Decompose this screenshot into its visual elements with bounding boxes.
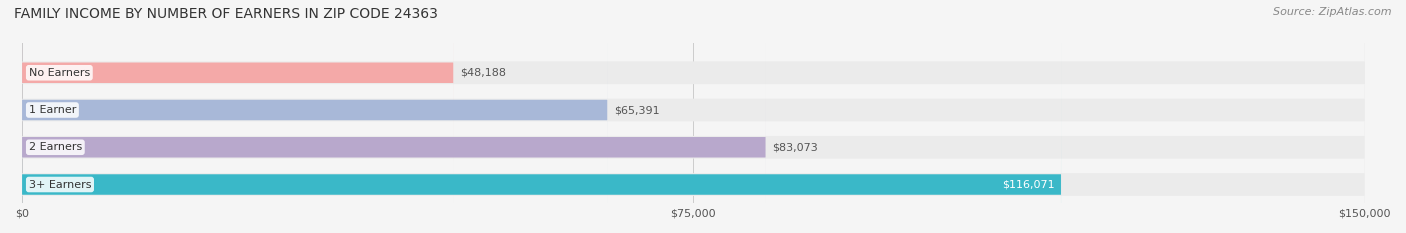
Text: $48,188: $48,188 bbox=[460, 68, 506, 78]
FancyBboxPatch shape bbox=[22, 0, 453, 233]
Text: 3+ Earners: 3+ Earners bbox=[28, 179, 91, 189]
Text: $116,071: $116,071 bbox=[1001, 179, 1054, 189]
FancyBboxPatch shape bbox=[22, 0, 766, 233]
FancyBboxPatch shape bbox=[22, 0, 1365, 233]
FancyBboxPatch shape bbox=[22, 0, 1365, 233]
Text: $65,391: $65,391 bbox=[614, 105, 659, 115]
FancyBboxPatch shape bbox=[22, 0, 607, 233]
Text: 2 Earners: 2 Earners bbox=[28, 142, 82, 152]
FancyBboxPatch shape bbox=[22, 0, 1365, 233]
Text: Source: ZipAtlas.com: Source: ZipAtlas.com bbox=[1274, 7, 1392, 17]
Text: $83,073: $83,073 bbox=[772, 142, 818, 152]
Text: No Earners: No Earners bbox=[28, 68, 90, 78]
FancyBboxPatch shape bbox=[22, 0, 1365, 233]
Text: 1 Earner: 1 Earner bbox=[28, 105, 76, 115]
Text: FAMILY INCOME BY NUMBER OF EARNERS IN ZIP CODE 24363: FAMILY INCOME BY NUMBER OF EARNERS IN ZI… bbox=[14, 7, 437, 21]
FancyBboxPatch shape bbox=[22, 0, 1062, 233]
